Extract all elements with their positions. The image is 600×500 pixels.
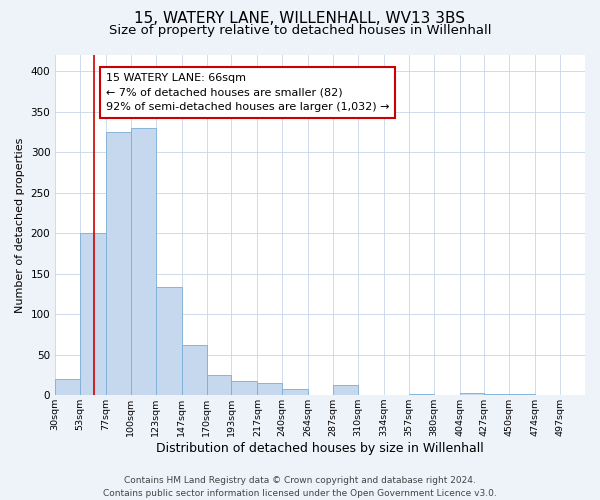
Bar [257,383,282,395]
Bar [55,379,80,395]
Bar [460,392,484,395]
Bar [282,390,308,395]
Bar [409,394,434,395]
Bar [509,394,535,395]
Bar [182,345,206,395]
Bar [80,233,106,395]
Bar [106,132,131,395]
Text: 15 WATERY LANE: 66sqm
← 7% of detached houses are smaller (82)
92% of semi-detac: 15 WATERY LANE: 66sqm ← 7% of detached h… [106,73,389,112]
Bar [206,375,232,395]
Text: 15, WATERY LANE, WILLENHALL, WV13 3BS: 15, WATERY LANE, WILLENHALL, WV13 3BS [134,11,466,26]
Bar [333,386,358,395]
Bar [232,382,257,395]
Y-axis label: Number of detached properties: Number of detached properties [15,138,25,313]
Bar [156,288,182,395]
Bar [131,128,156,395]
Text: Contains HM Land Registry data © Crown copyright and database right 2024.
Contai: Contains HM Land Registry data © Crown c… [103,476,497,498]
X-axis label: Distribution of detached houses by size in Willenhall: Distribution of detached houses by size … [156,442,484,455]
Bar [484,394,509,395]
Text: Size of property relative to detached houses in Willenhall: Size of property relative to detached ho… [109,24,491,37]
